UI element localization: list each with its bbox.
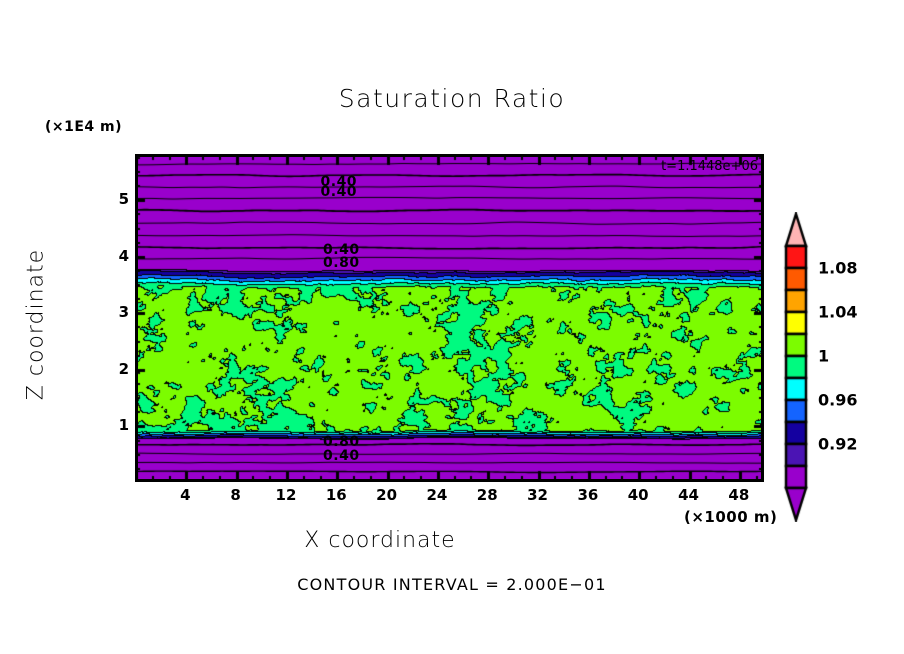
colorbar-tick-label: 0.92 [818, 434, 858, 454]
colorbar-tick-label: 1 [818, 346, 830, 366]
contour-label: 0.80 [323, 434, 360, 451]
x-axis-title: X coordinate [304, 528, 456, 553]
y-tick-label: 5 [118, 190, 129, 209]
contour-plot-area[interactable]: t=1.1448e+06 0.40 0.40 0.40 0.80 0.80 0.40 [135, 154, 764, 482]
contour-interval-caption: CONTOUR INTERVAL = 2.000E−01 [297, 575, 607, 594]
colorbar-tick-label: 1.04 [818, 302, 858, 322]
y-tick-label: 2 [118, 359, 129, 378]
x-tick-label: 48 [728, 486, 750, 504]
contour-label: 0.40 [323, 447, 360, 464]
x-tick-label: 8 [230, 486, 241, 504]
x-tick-label: 24 [426, 486, 448, 504]
x-tick-label: 40 [627, 486, 649, 504]
x-tick-label: 36 [577, 486, 599, 504]
colorbar-tick-label: 1.08 [818, 258, 858, 278]
contour-label: 0.40 [320, 174, 358, 191]
y-axis-title: Z coordinate [23, 248, 49, 401]
y-tick-label: 1 [118, 416, 129, 435]
colorbar[interactable] [778, 212, 814, 522]
x-tick-label: 4 [180, 486, 191, 504]
contour-label: 0.40 [323, 242, 360, 259]
y-axis-tick-labels: 1 2 3 4 5 [95, 154, 129, 482]
y-axis-unit-label: (×1E4 m) [45, 119, 123, 135]
x-tick-label: 12 [275, 486, 297, 504]
timestamp-annotation: t=1.1448e+06 [661, 159, 758, 174]
contour-label: 0.40 [320, 184, 358, 201]
colorbar-tick-labels: 1.08 1.04 1 0.96 0.92 [818, 212, 888, 522]
x-tick-label: 44 [678, 486, 699, 504]
colorbar-canvas [778, 212, 814, 522]
x-tick-label: 20 [376, 486, 398, 504]
y-tick-label: 3 [118, 303, 129, 322]
x-tick-label: 28 [476, 486, 498, 504]
x-tick-label: 16 [325, 486, 347, 504]
x-axis-tick-labels: 4 8 12 16 20 24 28 32 36 40 44 48 [135, 486, 764, 508]
contour-field-canvas [135, 154, 764, 482]
y-tick-label: 4 [118, 246, 129, 265]
chart-title: Saturation Ratio [338, 84, 566, 113]
contour-label: 0.80 [323, 254, 360, 271]
x-tick-label: 32 [527, 486, 548, 504]
colorbar-tick-label: 0.96 [818, 390, 858, 410]
x-axis-unit-label: (×1000 m) [684, 508, 778, 526]
